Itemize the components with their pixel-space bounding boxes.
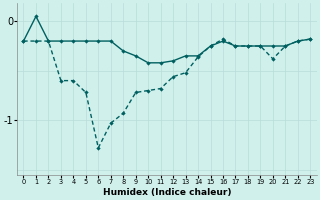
X-axis label: Humidex (Indice chaleur): Humidex (Indice chaleur) (103, 188, 231, 197)
